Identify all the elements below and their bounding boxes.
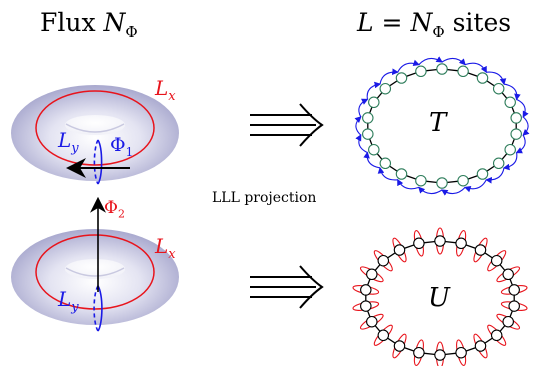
hopping-arrow — [397, 59, 420, 73]
ring-top — [354, 56, 530, 196]
lattice-site — [379, 82, 392, 95]
hopping-arrow — [441, 57, 466, 66]
lattice-site — [508, 300, 520, 312]
lattice-site — [413, 346, 425, 359]
label-ly-top: Ly — [58, 128, 79, 156]
lattice-site — [415, 174, 427, 187]
lattice-site — [474, 244, 487, 256]
label-ly-bottom: Ly — [58, 287, 79, 315]
implies-arrow-bottom — [250, 265, 324, 309]
label-phi2: Φ2 — [104, 198, 125, 221]
lattice-site — [510, 112, 522, 124]
lattice-site — [490, 329, 503, 342]
hopping-arrow — [516, 98, 529, 118]
lattice-site — [368, 143, 380, 156]
hopping-arrow — [379, 68, 399, 85]
lattice-site — [455, 346, 467, 359]
lattice-site — [508, 284, 520, 296]
lattice-site — [395, 168, 408, 180]
hopping-arrow — [486, 71, 507, 86]
torus-bottom-ly-loop-front — [97, 285, 103, 332]
hopping-arrow — [418, 186, 443, 195]
torus-bottom-lx-loop — [35, 234, 155, 310]
lattice-site — [434, 349, 446, 361]
ring-bottom-label: U — [428, 283, 450, 313]
lattice-site — [476, 168, 489, 180]
lattice-site — [436, 63, 448, 75]
header-left: Flux NΦ — [40, 8, 138, 41]
hopping-arrow — [358, 98, 369, 118]
implies-arrow-top — [250, 103, 324, 147]
lll-projection-label: LLL projection — [212, 190, 317, 206]
lattice-site — [455, 237, 467, 250]
hopping-arrow — [355, 134, 368, 154]
lattice-site — [415, 65, 427, 78]
torus-bottom — [11, 196, 179, 332]
lattice-site — [366, 315, 378, 328]
lattice-site — [474, 340, 487, 352]
hopping-arrow — [418, 56, 443, 65]
lattice-site — [413, 237, 425, 250]
lattice-site — [368, 96, 380, 109]
label-phi1: Φ1 — [110, 134, 134, 159]
torus-top-ly-loop-back — [93, 139, 99, 185]
header-right: L = NΦ sites — [357, 8, 512, 41]
ring-bottom — [352, 227, 528, 366]
lattice-site — [492, 82, 505, 95]
ring-top-label: T — [429, 108, 447, 138]
lattice-site — [377, 329, 390, 342]
hopping-arrow — [503, 83, 521, 101]
lattice-site — [502, 315, 514, 328]
torus-bottom-ly-loop-back — [93, 285, 99, 332]
hopping-arrow — [441, 187, 466, 196]
hopping-arrow — [366, 81, 382, 100]
lattice-site — [476, 72, 489, 84]
lattice-site — [504, 96, 516, 109]
hopping-arrow — [363, 151, 381, 169]
lattice-site — [393, 340, 406, 352]
lattice-site — [362, 112, 374, 124]
lattice-site — [502, 268, 514, 281]
lattice-site — [510, 128, 522, 140]
hopping-arrow — [502, 152, 518, 171]
lattice-site — [492, 157, 505, 170]
lattice-site — [436, 177, 448, 189]
lattice-site — [362, 128, 374, 140]
label-lx-bottom: Lx — [155, 234, 176, 262]
hopping-arrow — [464, 62, 487, 74]
hopping-arrow — [515, 134, 526, 154]
lattice-site — [393, 244, 406, 256]
hopping-arrow — [377, 166, 398, 181]
lattice-site — [395, 72, 408, 84]
hopping-arrow — [485, 167, 505, 184]
hopping-arrow — [522, 116, 530, 136]
torus-top-lx-loop — [35, 90, 155, 166]
lattice-site — [504, 143, 516, 156]
lattice-site — [379, 157, 392, 170]
torus-top — [11, 85, 179, 185]
lattice-site — [360, 284, 372, 296]
lattice-site — [360, 300, 372, 312]
lattice-site — [490, 254, 503, 267]
lattice-site — [434, 235, 446, 247]
lattice-site — [366, 268, 378, 281]
lattice-site — [457, 174, 469, 187]
hopping-arrow — [354, 116, 362, 136]
label-lx-top: Lx — [155, 76, 176, 104]
torus-top-ly-loop-front — [97, 139, 103, 185]
lattice-site — [457, 65, 469, 78]
hopping-arrow — [464, 179, 487, 193]
hopping-arrow — [397, 178, 420, 190]
lattice-site — [377, 254, 390, 267]
